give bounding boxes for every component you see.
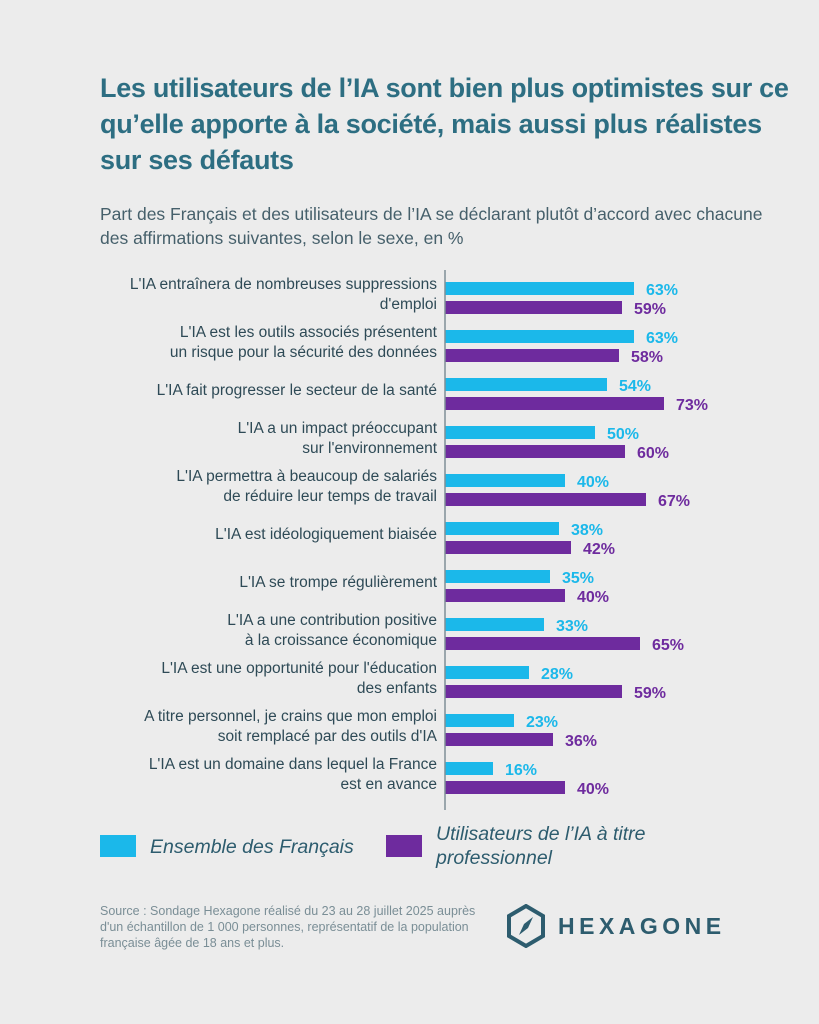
data-label-utilisateurs: 65% (652, 637, 684, 654)
bar-ensemble (445, 570, 550, 583)
category-label: L'IA fait progresser le secteur de la sa… (157, 382, 437, 399)
source-note: Source : Sondage Hexagone réalisé du 23 … (100, 904, 476, 950)
logo-text: HEXAGONE (558, 912, 726, 939)
bar-ensemble (445, 618, 544, 631)
category-label: sur l'environnement (302, 440, 437, 457)
bar-utilisateurs (445, 301, 622, 314)
category-label: L'IA se trompe régulièrement (239, 574, 437, 591)
data-label-ensemble: 40% (577, 474, 609, 491)
bar-utilisateurs (445, 733, 553, 746)
data-label-ensemble: 63% (646, 330, 678, 347)
legend-label-utilisateurs-line: professionnel (436, 847, 552, 869)
category-label: un risque pour la sécurité des données (170, 344, 437, 361)
data-label-ensemble: 63% (646, 282, 678, 299)
data-label-ensemble: 28% (541, 666, 573, 683)
bar-utilisateurs (445, 589, 565, 602)
hexagone-logo: HEXAGONE (506, 904, 726, 948)
data-label-utilisateurs: 59% (634, 685, 666, 702)
bar-ensemble (445, 426, 595, 439)
data-label-ensemble: 23% (526, 714, 558, 731)
bar-utilisateurs (445, 493, 646, 506)
bar-utilisateurs (445, 781, 565, 794)
data-label-ensemble: 54% (619, 378, 651, 395)
category-label: est en avance (340, 776, 437, 793)
bar-ensemble (445, 282, 634, 295)
bar-chart: L'IA entraînera de nombreuses suppressio… (130, 270, 708, 810)
category-label: L'IA entraînera de nombreuses suppressio… (130, 276, 437, 293)
legend-label-ensemble: Ensemble des Français (150, 835, 354, 859)
data-label-utilisateurs: 60% (637, 445, 669, 462)
chart-subtitle: Part des Français et des utilisateurs de… (100, 204, 763, 248)
data-label-utilisateurs: 42% (583, 541, 615, 558)
category-label: de réduire leur temps de travail (223, 488, 437, 505)
category-label: des enfants (357, 680, 437, 697)
legend-item-utilisateurs: Utilisateurs de l’IA à titre professionn… (386, 823, 646, 870)
category-label: d'emploi (380, 296, 437, 313)
legend-label-ensemble-line: Ensemble des Français (150, 836, 354, 858)
legend-swatch-ensemble (100, 835, 136, 857)
bar-utilisateurs (445, 541, 571, 554)
category-label: L'IA est un domaine dans lequel la Franc… (149, 756, 437, 773)
bar-utilisateurs (445, 637, 640, 650)
legend-label-utilisateurs-line: Utilisateurs de l’IA à titre (436, 823, 646, 845)
category-label: L'IA est idéologiquement biaisée (215, 526, 437, 543)
data-label-ensemble: 50% (607, 426, 639, 443)
data-label-utilisateurs: 58% (631, 349, 663, 366)
bar-ensemble (445, 378, 607, 391)
data-label-utilisateurs: 67% (658, 493, 690, 510)
legend-label-utilisateurs: Utilisateurs de l’IA à titre professionn… (436, 822, 646, 870)
chart-title: Les utilisateurs de l’IA sont bien plus … (100, 73, 789, 175)
compass-hexagon-icon (507, 904, 545, 948)
data-label-ensemble: 16% (505, 762, 537, 779)
category-label: A titre personnel, je crains que mon emp… (144, 708, 437, 725)
data-label-utilisateurs: 40% (577, 589, 609, 606)
bar-utilisateurs (445, 445, 625, 458)
category-label: L'IA est les outils associés présentent (180, 324, 438, 341)
data-label-ensemble: 35% (562, 570, 594, 587)
legend-item-ensemble: Ensemble des Français (100, 826, 354, 859)
bar-ensemble (445, 474, 565, 487)
category-label: L'IA a un impact préoccupant (238, 420, 438, 437)
bar-ensemble (445, 522, 559, 535)
category-label: L'IA permettra à beaucoup de salariés (176, 468, 437, 485)
category-label: à la croissance économique (245, 632, 437, 649)
data-label-utilisateurs: 40% (577, 781, 609, 798)
legend-swatch-utilisateurs (386, 835, 422, 857)
data-label-ensemble: 33% (556, 618, 588, 635)
bar-utilisateurs (445, 349, 619, 362)
data-label-utilisateurs: 73% (676, 397, 708, 414)
category-label: soit remplacé par des outils d'IA (218, 728, 438, 745)
bar-ensemble (445, 714, 514, 727)
bar-ensemble (445, 762, 493, 775)
category-label: L'IA a une contribution positive (227, 612, 437, 629)
bar-ensemble (445, 666, 529, 679)
data-label-ensemble: 38% (571, 522, 603, 539)
category-label: L'IA est une opportunité pour l'éducatio… (161, 660, 437, 677)
bar-utilisateurs (445, 397, 664, 410)
bar-ensemble (445, 330, 634, 343)
data-label-utilisateurs: 59% (634, 301, 666, 318)
bar-utilisateurs (445, 685, 622, 698)
data-label-utilisateurs: 36% (565, 733, 597, 750)
